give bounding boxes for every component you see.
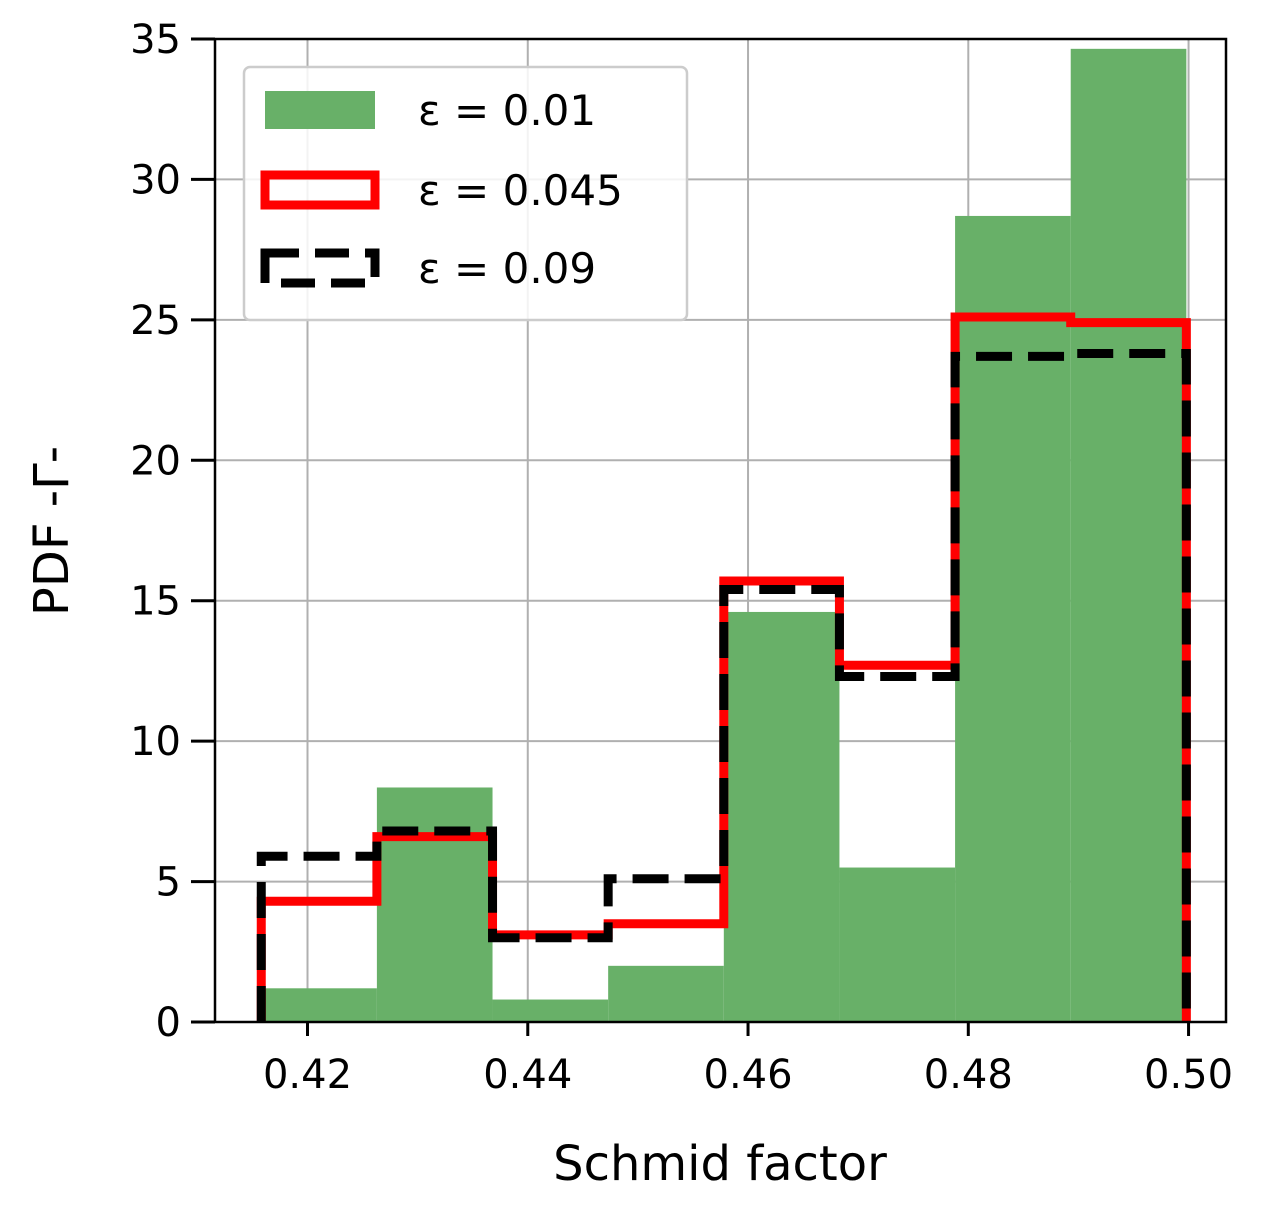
- legend-label: ε = 0.01: [418, 86, 596, 135]
- x-axis-title: Schmid factor: [553, 1136, 887, 1192]
- y-axis-title: PDF -Γ-: [24, 446, 80, 616]
- legend-swatch-solid: [260, 170, 380, 210]
- steps-layer: [256, 312, 1191, 1022]
- legend: ε = 0.01 ε = 0.045 ε = 0.09: [242, 65, 689, 322]
- x-tick-label: 0.50: [1144, 1052, 1233, 1098]
- y-tick-label: 30: [130, 157, 181, 203]
- y-tick-label: 35: [130, 17, 181, 63]
- legend-box: [242, 65, 689, 322]
- histogram-bar: [839, 867, 956, 1022]
- bars-layer: [261, 48, 1187, 1022]
- histogram-bar: [492, 999, 609, 1022]
- y-tick-label: 25: [130, 298, 181, 344]
- legend-label: ε = 0.045: [418, 166, 623, 215]
- y-tick-label: 10: [130, 719, 181, 765]
- ticks-layer: 0.42 0.44 0.46 0.48 0.50 0 5 10 15 20 25 30 35: [130, 17, 1233, 1098]
- legend-swatch-dashed: [260, 248, 380, 288]
- step-outline-eps-0-09: [256, 349, 1191, 1022]
- axes-layer: [213, 37, 1228, 1024]
- legend-label: ε = 0.09: [418, 244, 596, 293]
- histogram-bar: [723, 611, 840, 1022]
- x-tick-label: 0.48: [924, 1052, 1013, 1098]
- histogram-bar: [376, 787, 493, 1022]
- axes-frame: [213, 37, 1228, 1024]
- histogram-bar: [955, 215, 1071, 1022]
- y-tick-label: 15: [130, 579, 181, 625]
- y-tick-label: 0: [156, 1000, 181, 1046]
- x-tick-label: 0.44: [483, 1052, 572, 1098]
- x-tick-label: 0.46: [704, 1052, 793, 1098]
- x-tick-label: 0.42: [263, 1052, 352, 1098]
- histogram-bar: [1070, 48, 1187, 1022]
- legend-swatch-filled: [265, 91, 375, 129]
- histogram-bar: [261, 988, 377, 1022]
- y-tick-label: 20: [130, 438, 181, 484]
- y-tick-label: 5: [156, 860, 181, 906]
- histogram-bar: [608, 965, 724, 1022]
